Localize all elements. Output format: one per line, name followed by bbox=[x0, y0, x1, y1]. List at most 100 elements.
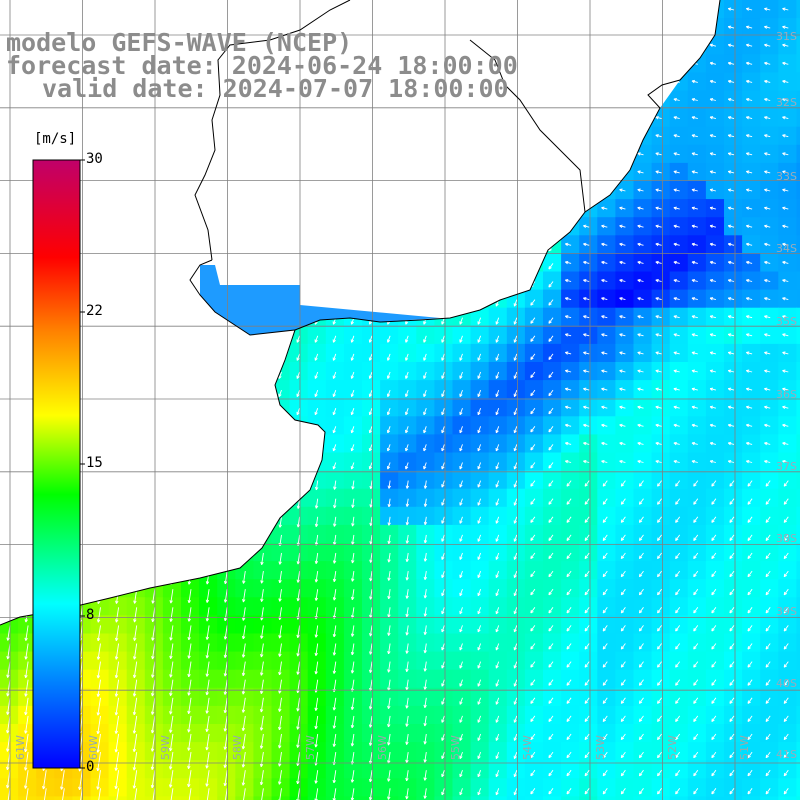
speed-cell bbox=[778, 633, 797, 653]
speed-cell bbox=[18, 796, 37, 800]
speed-cell bbox=[108, 796, 128, 800]
speed-cell bbox=[362, 724, 381, 743]
speed-cell bbox=[742, 289, 761, 309]
speed-cell bbox=[108, 760, 128, 779]
speed-cell bbox=[181, 597, 200, 616]
speed-cell bbox=[289, 760, 309, 779]
speed-cell bbox=[724, 162, 743, 182]
speed-cell bbox=[343, 325, 363, 345]
speed-cell bbox=[579, 778, 598, 797]
speed-cell bbox=[307, 488, 327, 508]
speed-cell bbox=[742, 506, 761, 526]
speed-cell bbox=[778, 0, 797, 19]
speed-cell bbox=[506, 778, 526, 797]
speed-cell bbox=[687, 506, 707, 526]
speed-cell bbox=[778, 416, 797, 435]
speed-cell bbox=[343, 724, 363, 743]
speed-cell bbox=[687, 561, 707, 580]
speed-cell bbox=[416, 615, 435, 635]
speed-cell bbox=[615, 796, 635, 800]
speed-cell bbox=[724, 362, 743, 381]
speed-cell bbox=[108, 597, 128, 616]
speed-cell bbox=[506, 488, 526, 508]
speed-cell bbox=[651, 452, 671, 472]
speed-cell bbox=[253, 651, 273, 671]
speed-cell bbox=[72, 778, 92, 797]
wind-arrow bbox=[764, 43, 771, 47]
speed-cell bbox=[488, 724, 508, 743]
speed-cell bbox=[778, 543, 797, 562]
speed-cell bbox=[561, 633, 580, 653]
speed-cell bbox=[760, 651, 779, 671]
speed-cell bbox=[633, 380, 653, 399]
speed-cell bbox=[778, 705, 797, 725]
speed-cell bbox=[325, 615, 345, 635]
speed-cell bbox=[579, 561, 598, 580]
speed-cell bbox=[199, 778, 218, 797]
speed-cell bbox=[579, 760, 598, 779]
speed-cell bbox=[452, 724, 472, 743]
speed-cell bbox=[669, 488, 689, 508]
speed-cell bbox=[524, 452, 544, 472]
speed-cell bbox=[362, 543, 381, 562]
speed-cell bbox=[597, 362, 616, 381]
speed-cell bbox=[724, 796, 743, 800]
speed-cell bbox=[181, 633, 200, 653]
colorbar-tick: 0 bbox=[86, 759, 95, 775]
speed-cell bbox=[271, 651, 291, 671]
speed-cell bbox=[524, 778, 544, 797]
speed-cell bbox=[126, 669, 146, 689]
lon-label: 53W bbox=[594, 735, 607, 760]
speed-cell bbox=[742, 90, 761, 110]
speed-cell bbox=[778, 434, 797, 454]
speed-cell bbox=[615, 597, 635, 616]
speed-cell bbox=[362, 579, 381, 598]
speed-cell bbox=[126, 778, 146, 797]
speed-cell bbox=[561, 380, 580, 399]
speed-cell bbox=[724, 36, 743, 55]
speed-cell bbox=[398, 434, 417, 454]
speed-cell bbox=[796, 18, 800, 37]
speed-cell bbox=[271, 796, 291, 800]
speed-cell bbox=[669, 687, 689, 707]
speed-cell bbox=[597, 325, 616, 345]
speed-cell bbox=[561, 724, 580, 743]
speed-cell bbox=[235, 669, 254, 689]
speed-cell bbox=[398, 524, 417, 544]
speed-cell bbox=[687, 778, 707, 797]
speed-cell bbox=[778, 181, 797, 200]
wind-arrow bbox=[709, 170, 717, 174]
speed-cell bbox=[778, 524, 797, 544]
speed-cell bbox=[434, 488, 454, 508]
speed-cell bbox=[289, 705, 309, 725]
speed-cell bbox=[687, 289, 707, 309]
wind-arrow bbox=[745, 116, 753, 120]
speed-cell bbox=[579, 416, 598, 435]
speed-cell bbox=[651, 162, 671, 182]
speed-cell bbox=[705, 54, 725, 73]
speed-cell bbox=[669, 162, 689, 182]
speed-cell bbox=[796, 362, 800, 381]
wind-arrow bbox=[727, 170, 735, 174]
speed-cell bbox=[687, 398, 707, 417]
speed-cell bbox=[561, 615, 580, 635]
speed-cell bbox=[742, 543, 761, 562]
speed-cell bbox=[669, 416, 689, 435]
speed-cell bbox=[669, 325, 689, 345]
speed-cell bbox=[669, 796, 689, 800]
speed-cell bbox=[416, 579, 435, 598]
speed-cell bbox=[615, 307, 635, 327]
speed-cell bbox=[289, 543, 309, 562]
speed-cell bbox=[669, 144, 689, 164]
speed-cell bbox=[760, 362, 779, 381]
speed-cell bbox=[796, 452, 800, 472]
speed-cell bbox=[742, 597, 761, 616]
wind-arrow bbox=[782, 7, 789, 11]
speed-cell bbox=[506, 325, 526, 345]
lon-label: 56W bbox=[376, 735, 389, 760]
speed-cell bbox=[705, 742, 725, 761]
speed-cell bbox=[253, 724, 273, 743]
speed-cell bbox=[380, 724, 399, 743]
speed-cell bbox=[325, 633, 345, 653]
